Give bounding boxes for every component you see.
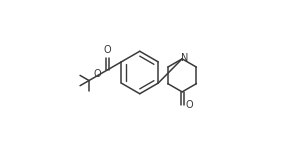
Text: O: O (104, 45, 111, 55)
Text: N: N (181, 53, 188, 63)
Text: O: O (186, 100, 193, 110)
Text: O: O (94, 69, 102, 79)
